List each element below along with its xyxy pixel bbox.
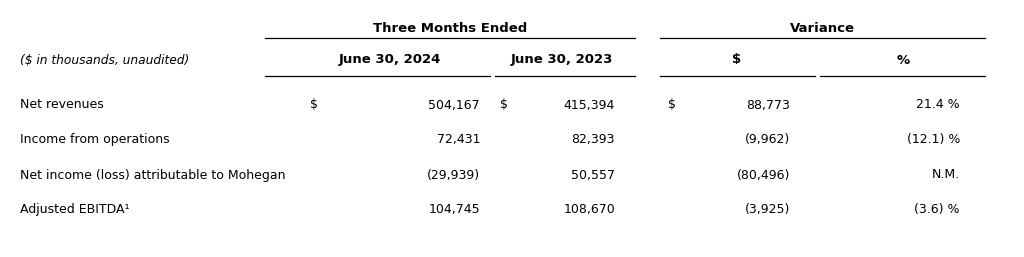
Text: 88,773: 88,773: [746, 98, 790, 112]
Text: Adjusted EBITDA¹: Adjusted EBITDA¹: [20, 204, 129, 216]
Text: Three Months Ended: Three Months Ended: [373, 22, 527, 35]
Text: (3.6) %: (3.6) %: [914, 204, 961, 216]
Text: Variance: Variance: [790, 22, 854, 35]
Text: 50,557: 50,557: [571, 169, 615, 181]
Text: $: $: [310, 98, 318, 112]
Text: 504,167: 504,167: [428, 98, 480, 112]
Text: Net income (loss) attributable to Mohegan: Net income (loss) attributable to Mohega…: [20, 169, 286, 181]
Text: ($ in thousands, unaudited): ($ in thousands, unaudited): [20, 53, 189, 67]
Text: June 30, 2023: June 30, 2023: [511, 53, 613, 67]
Text: (80,496): (80,496): [736, 169, 790, 181]
Text: 104,745: 104,745: [428, 204, 480, 216]
Text: Income from operations: Income from operations: [20, 133, 170, 146]
Text: 108,670: 108,670: [563, 204, 615, 216]
Text: $: $: [500, 98, 508, 112]
Text: (9,962): (9,962): [744, 133, 790, 146]
Text: $: $: [668, 98, 676, 112]
Text: 415,394: 415,394: [563, 98, 615, 112]
Text: (3,925): (3,925): [744, 204, 790, 216]
Text: Net revenues: Net revenues: [20, 98, 103, 112]
Text: N.M.: N.M.: [932, 169, 961, 181]
Text: $: $: [732, 53, 741, 67]
Text: June 30, 2024: June 30, 2024: [339, 53, 441, 67]
Text: (29,939): (29,939): [427, 169, 480, 181]
Text: 82,393: 82,393: [571, 133, 615, 146]
Text: 21.4 %: 21.4 %: [916, 98, 961, 112]
Text: 72,431: 72,431: [436, 133, 480, 146]
Text: %: %: [896, 53, 909, 67]
Text: (12.1) %: (12.1) %: [906, 133, 961, 146]
